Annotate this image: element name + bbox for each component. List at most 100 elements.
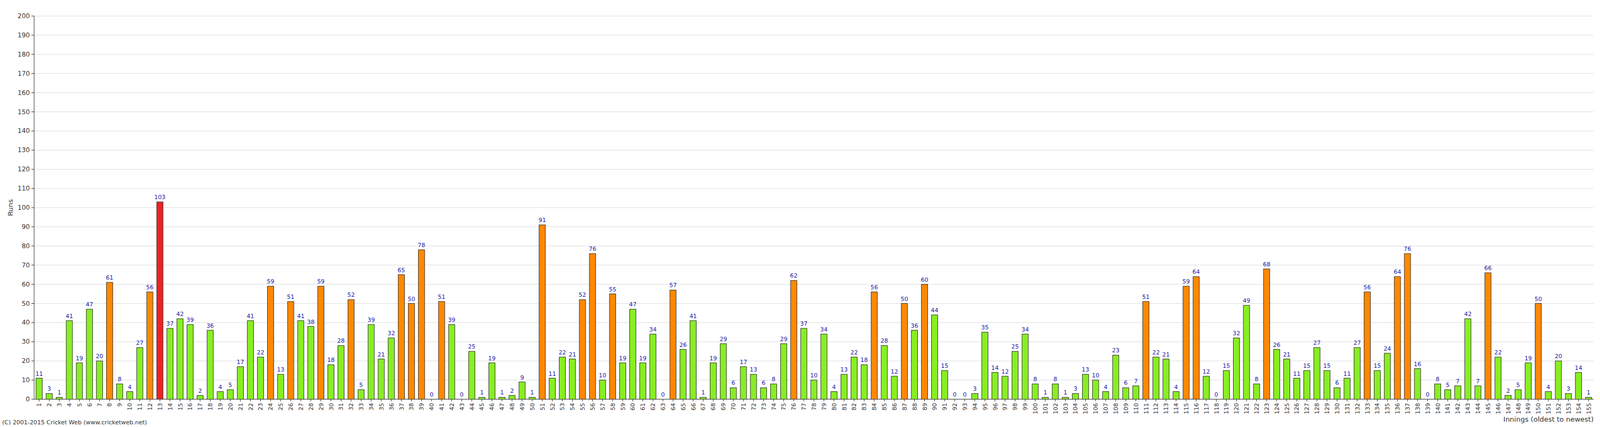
x-tick <box>964 398 965 402</box>
x-tick <box>1588 398 1589 402</box>
y-tick-label: 200 <box>17 12 30 20</box>
data-label: 2 <box>198 387 203 395</box>
data-label: 3 <box>47 385 52 392</box>
x-tick-label: 39 <box>418 402 426 411</box>
grid-line <box>34 226 1594 227</box>
data-label: 20 <box>96 352 104 360</box>
y-tick-label: 130 <box>17 146 30 154</box>
x-tick-label: 58 <box>609 402 617 411</box>
x-tick <box>914 398 915 402</box>
x-tick <box>713 398 714 402</box>
data-label: 0 <box>459 390 464 398</box>
x-tick-label: 121 <box>1243 402 1251 414</box>
x-tick-label: 17 <box>196 402 204 411</box>
data-label: 18 <box>860 356 868 364</box>
data-label: 19 <box>638 354 647 362</box>
bar <box>1062 396 1069 399</box>
bar <box>86 308 93 399</box>
bar <box>237 366 244 399</box>
x-tick <box>1085 398 1086 402</box>
x-tick-label: 150 <box>1534 402 1542 414</box>
bar <box>1223 370 1230 399</box>
bar <box>1464 318 1471 399</box>
data-label: 6 <box>731 379 736 387</box>
x-tick-label: 143 <box>1464 402 1472 414</box>
y-tick <box>31 379 35 381</box>
x-tick-label: 79 <box>820 402 828 411</box>
x-tick-label: 30 <box>328 402 335 411</box>
grid-line <box>34 111 1594 112</box>
bar <box>760 387 767 399</box>
x-tick <box>1437 398 1438 402</box>
x-tick-label: 46 <box>488 402 496 411</box>
grid-line <box>34 92 1594 93</box>
data-label: 19 <box>488 354 496 362</box>
data-label: 1 <box>701 388 706 396</box>
x-tick-label: 20 <box>227 402 235 411</box>
x-tick <box>1065 398 1066 402</box>
data-label: 59 <box>317 277 325 285</box>
data-label: 37 <box>800 320 808 327</box>
x-tick-label: 81 <box>841 402 848 411</box>
x-tick <box>1457 398 1459 402</box>
bar <box>196 395 204 399</box>
bar <box>1394 276 1401 399</box>
x-tick-label: 154 <box>1575 402 1583 414</box>
data-label: 56 <box>870 283 878 291</box>
data-label: 1 <box>57 388 62 396</box>
x-tick <box>1054 398 1056 402</box>
x-tick <box>1377 398 1378 402</box>
bar <box>1444 389 1452 399</box>
x-tick-label: 13 <box>156 402 164 411</box>
grid-line <box>34 169 1594 170</box>
x-tick-label: 26 <box>287 402 295 411</box>
x-tick <box>1155 398 1157 402</box>
data-label: 2 <box>510 387 515 395</box>
data-label: 21 <box>1283 350 1291 358</box>
bar <box>810 379 818 399</box>
footer: (C) 2001-2015 Cricket Web (www.cricketwe… <box>2 418 148 426</box>
bar <box>518 381 526 399</box>
x-tick <box>1095 398 1096 402</box>
bar <box>841 373 848 399</box>
grid-line <box>34 207 1594 208</box>
x-tick-label: 145 <box>1484 402 1492 414</box>
x-tick-label: 32 <box>347 402 355 411</box>
data-label: 27 <box>1313 339 1321 347</box>
bar <box>1525 362 1532 399</box>
data-label: 41 <box>65 312 74 320</box>
y-tick-label: 50 <box>21 299 30 308</box>
bar <box>1555 360 1562 399</box>
data-label: 8 <box>1435 375 1440 383</box>
x-tick-label: 119 <box>1222 402 1230 414</box>
x-tick-label: 34 <box>368 402 375 411</box>
data-label: 5 <box>359 381 364 389</box>
data-label: 55 <box>609 285 617 293</box>
x-tick-label: 61 <box>639 402 647 411</box>
bar <box>1414 368 1421 399</box>
data-label: 8 <box>771 375 776 383</box>
bar <box>347 299 355 399</box>
x-tick-label: 66 <box>690 402 698 411</box>
x-tick-label: 55 <box>579 402 587 411</box>
data-label: 65 <box>397 266 406 274</box>
x-tick <box>592 398 593 402</box>
bar <box>1565 393 1572 399</box>
data-label: 26 <box>1273 341 1281 349</box>
x-tick <box>541 398 543 402</box>
x-tick-label: 153 <box>1565 402 1573 414</box>
bar <box>408 303 415 400</box>
x-tick <box>1145 398 1147 402</box>
bar <box>1404 253 1411 399</box>
data-label: 29 <box>779 335 788 343</box>
x-tick-label: 72 <box>750 402 758 411</box>
data-label: 15 <box>1302 362 1311 370</box>
x-tick <box>129 398 131 402</box>
data-label: 76 <box>588 245 597 253</box>
y-tick <box>31 398 35 400</box>
x-tick <box>1266 398 1267 402</box>
x-tick-label: 45 <box>478 402 486 411</box>
x-tick-label: 3 <box>56 402 63 407</box>
bar <box>458 398 466 400</box>
x-tick-label: 132 <box>1354 402 1362 414</box>
